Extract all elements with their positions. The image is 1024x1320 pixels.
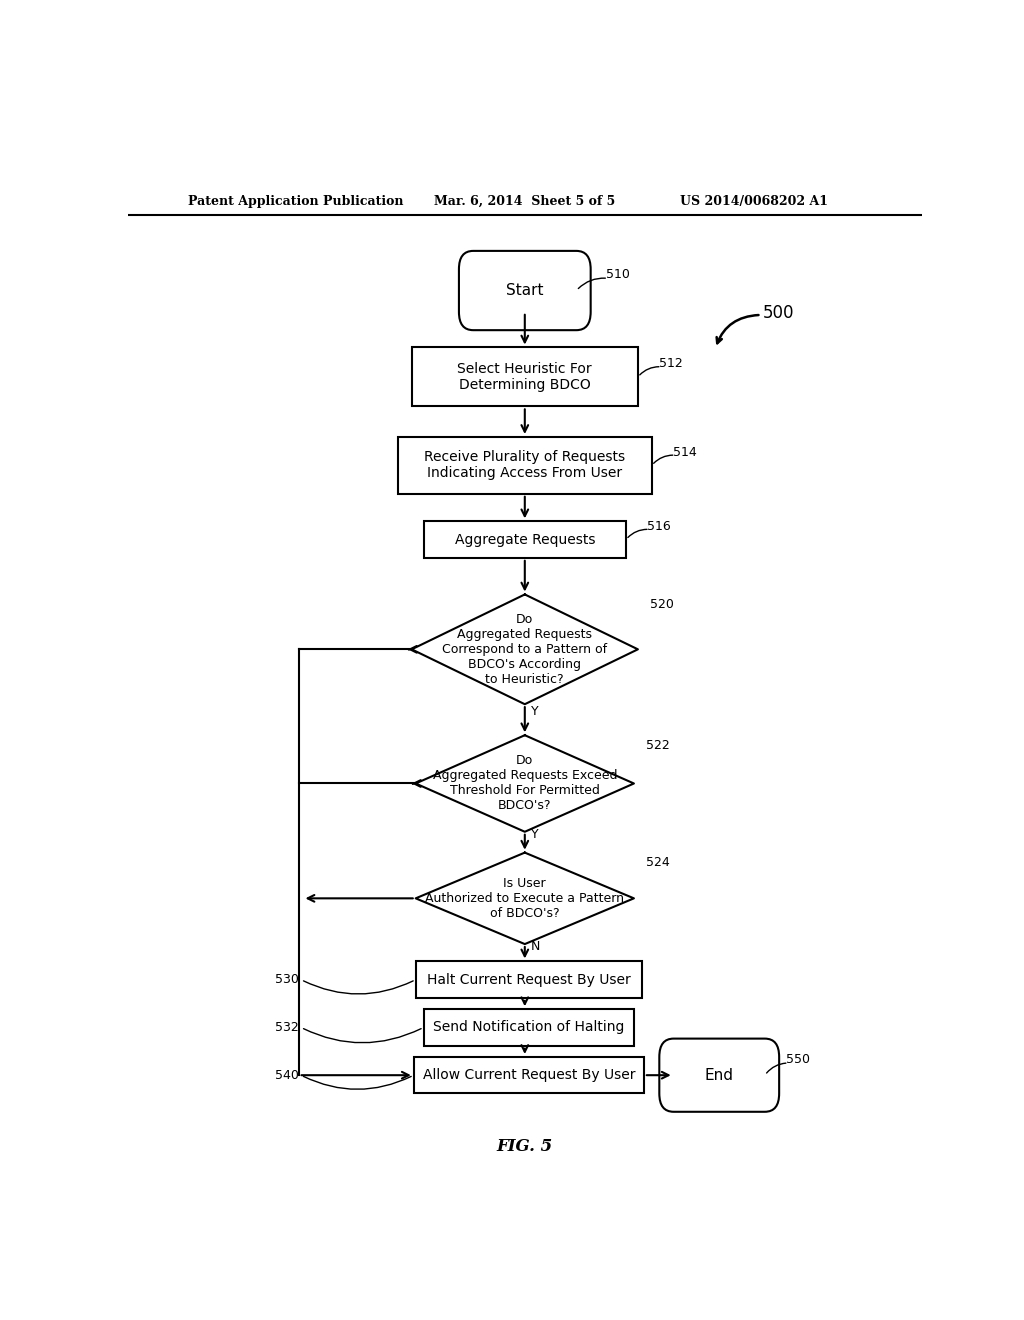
Bar (412, 347, 638, 407)
Text: Aggregate Requests: Aggregate Requests (455, 532, 595, 546)
Text: 516: 516 (647, 520, 671, 533)
Polygon shape (416, 853, 634, 944)
Text: 500: 500 (763, 304, 795, 322)
Text: 530: 530 (274, 973, 299, 986)
Text: Is User
Authorized to Execute a Pattern
of BDCO's?: Is User Authorized to Execute a Pattern … (425, 876, 625, 920)
Bar (397, 437, 651, 494)
Text: Receive Plurality of Requests
Indicating Access From User: Receive Plurality of Requests Indicating… (424, 450, 626, 480)
FancyBboxPatch shape (459, 251, 591, 330)
Polygon shape (412, 594, 638, 704)
Text: Mar. 6, 2014  Sheet 5 of 5: Mar. 6, 2014 Sheet 5 of 5 (433, 194, 614, 207)
Text: 520: 520 (650, 598, 674, 611)
Text: US 2014/0068202 A1: US 2014/0068202 A1 (680, 194, 827, 207)
Text: 522: 522 (646, 739, 670, 752)
Text: 540: 540 (274, 1069, 299, 1081)
FancyBboxPatch shape (659, 1039, 779, 1111)
Text: 550: 550 (786, 1053, 810, 1067)
Text: 514: 514 (673, 446, 697, 458)
Text: N: N (531, 940, 541, 953)
Polygon shape (416, 735, 634, 832)
Bar (416, 961, 642, 998)
Text: 524: 524 (646, 857, 670, 870)
Text: Y: Y (531, 705, 539, 718)
Text: Y: Y (531, 828, 539, 841)
Text: Halt Current Request By User: Halt Current Request By User (427, 973, 631, 986)
Text: Allow Current Request By User: Allow Current Request By User (423, 1068, 635, 1082)
Text: Patent Application Publication: Patent Application Publication (187, 194, 403, 207)
Text: Do
Aggregated Requests Exceed
Threshold For Permitted
BDCO's?: Do Aggregated Requests Exceed Threshold … (432, 755, 617, 813)
Text: Send Notification of Halting: Send Notification of Halting (433, 1020, 625, 1035)
Text: 512: 512 (659, 358, 683, 370)
Text: 532: 532 (274, 1020, 299, 1034)
Bar (424, 1008, 634, 1045)
Text: Start: Start (506, 282, 544, 298)
Text: 510: 510 (606, 268, 630, 281)
Bar (424, 521, 626, 558)
Text: Select Heuristic For
Determining BDCO: Select Heuristic For Determining BDCO (458, 362, 592, 392)
Bar (414, 1057, 644, 1093)
Text: Do
Aggregated Requests
Correspond to a Pattern of
BDCO's According
to Heuristic?: Do Aggregated Requests Correspond to a P… (442, 612, 607, 686)
Text: FIG. 5: FIG. 5 (497, 1138, 553, 1155)
Text: End: End (705, 1068, 734, 1082)
